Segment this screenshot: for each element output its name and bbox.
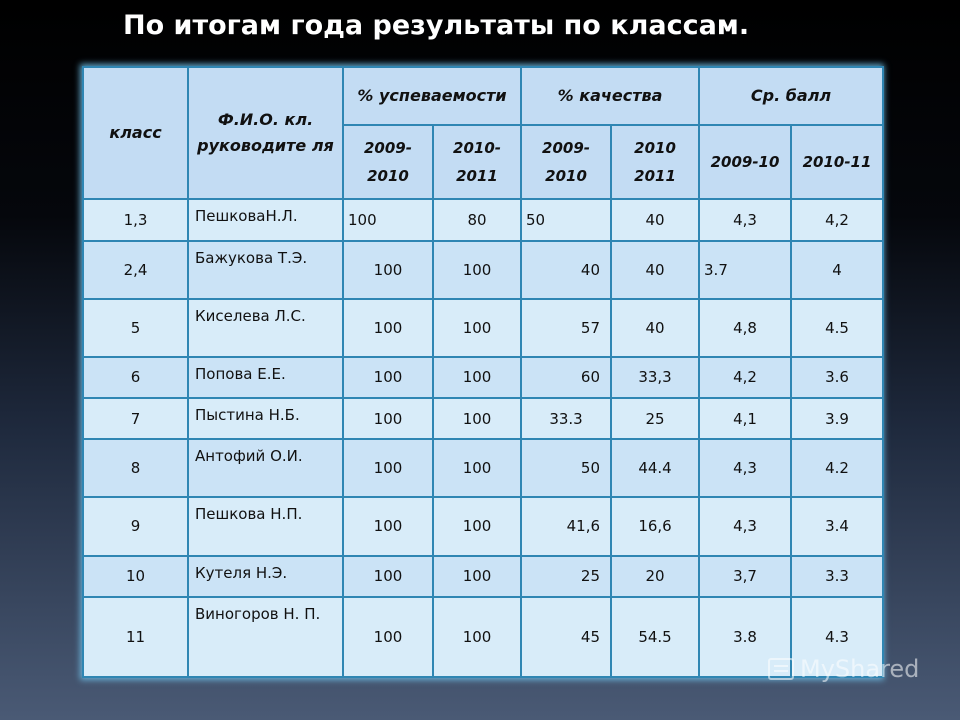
- cell-avg-2010: 4,3: [698, 198, 793, 242]
- cell-teacher: ПешковаН.Л.: [187, 198, 344, 242]
- cell-quality-2010: 60: [520, 355, 613, 400]
- cell-success-2011: 100: [431, 397, 523, 441]
- cell-quality-2011: 33,3: [610, 355, 701, 400]
- cell-avg-2011: 3.6: [790, 355, 885, 400]
- cell-quality-2010: 50: [520, 438, 613, 499]
- table-row: 8 Антофий О.И. 100 100 50 44.4 4,3 4.2: [82, 438, 885, 499]
- cell-avg-2011: 4.3: [790, 595, 885, 679]
- cell-success-2011: 100: [431, 239, 523, 300]
- cell-quality-2010: 45: [520, 595, 613, 679]
- cell-avg-2010: 4,2: [698, 355, 793, 400]
- cell-success-2011: 80: [431, 198, 523, 242]
- table-row: 5 Киселева Л.С. 100 100 57 40 4,8 4.5: [82, 297, 885, 358]
- cell-quality-2011: 44.4: [610, 438, 701, 499]
- header-avg: Ср. балл: [698, 65, 885, 127]
- cell-success-2010: 100: [342, 355, 434, 400]
- page-title: По итогам года результаты по классам.: [123, 10, 750, 41]
- cell-success-2010: 100: [342, 198, 434, 242]
- cell-success-2010: 100: [342, 297, 434, 358]
- table-row: 7 Пыстина Н.Б. 100 100 33.3 25 4,1 3.9: [82, 397, 885, 441]
- cell-avg-2011: 4,2: [790, 198, 885, 242]
- cell-avg-2011: 4.5: [790, 297, 885, 358]
- cell-quality-2011: 16,6: [610, 496, 701, 557]
- cell-success-2011: 100: [431, 595, 523, 679]
- header-year: 2010 2011: [610, 124, 701, 201]
- cell-avg-2010: 3,7: [698, 554, 793, 598]
- cell-teacher: Антофий О.И.: [187, 438, 344, 499]
- cell-quality-2011: 25: [610, 397, 701, 441]
- cell-quality-2010: 40: [520, 239, 613, 300]
- cell-teacher: Пешкова Н.П.: [187, 496, 344, 557]
- cell-teacher: Попова Е.Е.: [187, 355, 344, 400]
- watermark: MyShared: [768, 655, 919, 683]
- cell-quality-2011: 54.5: [610, 595, 701, 679]
- cell-teacher: Кутеля Н.Э.: [187, 554, 344, 598]
- header-class: класс: [82, 65, 189, 201]
- cell-teacher: Виногоров Н. П.: [187, 595, 344, 679]
- header-quality: % качества: [520, 65, 701, 127]
- cell-class: 7: [82, 397, 189, 441]
- cell-success-2010: 100: [342, 554, 434, 598]
- cell-class: 5: [82, 297, 189, 358]
- cell-avg-2011: 4.2: [790, 438, 885, 499]
- table-row: 6 Попова Е.Е. 100 100 60 33,3 4,2 3.6: [82, 355, 885, 400]
- table-row: 11 Виногоров Н. П. 100 100 45 54.5 3.8 4…: [82, 595, 885, 679]
- watermark-text: MyShared: [800, 655, 920, 683]
- cell-class: 8: [82, 438, 189, 499]
- results-table: класс Ф.И.О. кл. руководите ля % успевае…: [82, 65, 885, 679]
- cell-teacher: Киселева Л.С.: [187, 297, 344, 358]
- header-year: 2010-11: [790, 124, 885, 201]
- cell-success-2011: 100: [431, 297, 523, 358]
- cell-quality-2011: 40: [610, 239, 701, 300]
- cell-quality-2010: 41,6: [520, 496, 613, 557]
- cell-quality-2010: 57: [520, 297, 613, 358]
- cell-success-2010: 100: [342, 496, 434, 557]
- table-row: 9 Пешкова Н.П. 100 100 41,6 16,6 4,3 3.4: [82, 496, 885, 557]
- header-year: 2009-10: [698, 124, 793, 201]
- table-row: 10 Кутеля Н.Э. 100 100 25 20 3,7 3.3: [82, 554, 885, 598]
- cell-success-2010: 100: [342, 595, 434, 679]
- cell-avg-2010: 4,8: [698, 297, 793, 358]
- header-year: 2010-2011: [431, 124, 523, 201]
- cell-quality-2011: 20: [610, 554, 701, 598]
- cell-avg-2011: 4: [790, 239, 885, 300]
- cell-quality-2011: 40: [610, 297, 701, 358]
- header-success: % успеваемости: [341, 65, 523, 127]
- table-row: 1,3 ПешковаН.Л. 100 80 50 40 4,3 4,2: [82, 198, 885, 242]
- cell-success-2011: 100: [431, 438, 523, 499]
- cell-avg-2010: 4,3: [698, 438, 793, 499]
- header-year: 2009-2010: [520, 124, 613, 201]
- cell-quality-2010: 25: [520, 554, 613, 598]
- cell-success-2010: 100: [342, 239, 434, 300]
- presentation-icon: [768, 658, 794, 680]
- cell-quality-2011: 40: [610, 198, 701, 242]
- cell-class: 6: [82, 355, 189, 400]
- cell-success-2011: 100: [431, 355, 523, 400]
- cell-avg-2011: 3.9: [790, 397, 885, 441]
- cell-class: 10: [82, 554, 189, 598]
- cell-class: 2,4: [82, 239, 189, 300]
- cell-success-2011: 100: [431, 554, 523, 598]
- cell-success-2010: 100: [342, 438, 434, 499]
- cell-avg-2011: 3.4: [790, 496, 885, 557]
- cell-avg-2010: 4,3: [698, 496, 793, 557]
- cell-success-2011: 100: [431, 496, 523, 557]
- header-year: 2009-2010: [342, 124, 434, 201]
- cell-teacher: Пыстина Н.Б.: [187, 397, 344, 441]
- cell-teacher: Бажукова Т.Э.: [187, 239, 344, 300]
- cell-avg-2010: 3.7: [698, 239, 793, 300]
- cell-class: 1,3: [82, 198, 189, 242]
- cell-avg-2011: 3.3: [790, 554, 885, 598]
- cell-quality-2010: 33.3: [520, 397, 613, 441]
- results-table-container: класс Ф.И.О. кл. руководите ля % успевае…: [82, 65, 885, 679]
- header-teacher: Ф.И.О. кл. руководите ля: [187, 65, 344, 201]
- cell-quality-2010: 50: [520, 198, 613, 242]
- cell-class: 11: [82, 595, 189, 679]
- cell-class: 9: [82, 496, 189, 557]
- cell-avg-2010: 4,1: [698, 397, 793, 441]
- cell-avg-2010: 3.8: [698, 595, 793, 679]
- table-row: 2,4 Бажукова Т.Э. 100 100 40 40 3.7 4: [82, 239, 885, 300]
- cell-success-2010: 100: [342, 397, 434, 441]
